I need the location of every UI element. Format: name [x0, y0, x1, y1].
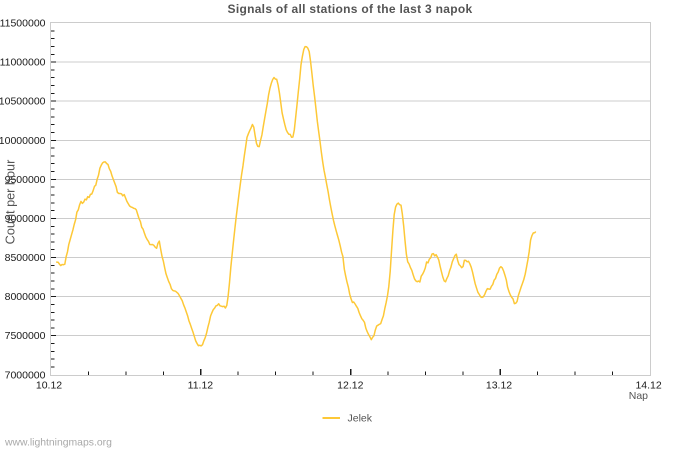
- svg-text:Count per hour: Count per hour: [4, 159, 18, 244]
- svg-text:10.12: 10.12: [36, 379, 62, 391]
- svg-text:10000000: 10000000: [0, 135, 46, 147]
- svg-text:www.lightningmaps.org: www.lightningmaps.org: [4, 438, 112, 449]
- svg-text:11500000: 11500000: [0, 18, 46, 30]
- svg-text:9000000: 9000000: [5, 213, 46, 225]
- svg-text:11000000: 11000000: [0, 57, 46, 69]
- svg-text:8000000: 8000000: [5, 291, 46, 303]
- svg-text:8500000: 8500000: [5, 252, 46, 264]
- svg-text:10500000: 10500000: [0, 96, 46, 108]
- svg-text:Nap: Nap: [629, 390, 648, 402]
- svg-text:9500000: 9500000: [5, 174, 46, 186]
- svg-text:7000000: 7000000: [5, 369, 46, 381]
- svg-text:12.12: 12.12: [337, 379, 363, 391]
- svg-text:Jelek: Jelek: [348, 413, 373, 425]
- svg-text:11.12: 11.12: [188, 379, 214, 391]
- svg-text:14.12: 14.12: [635, 379, 661, 391]
- svg-text:13.12: 13.12: [486, 379, 512, 391]
- svg-text:7500000: 7500000: [5, 330, 46, 342]
- svg-text:Signals of all stations of the: Signals of all stations of the last 3 na…: [228, 2, 473, 16]
